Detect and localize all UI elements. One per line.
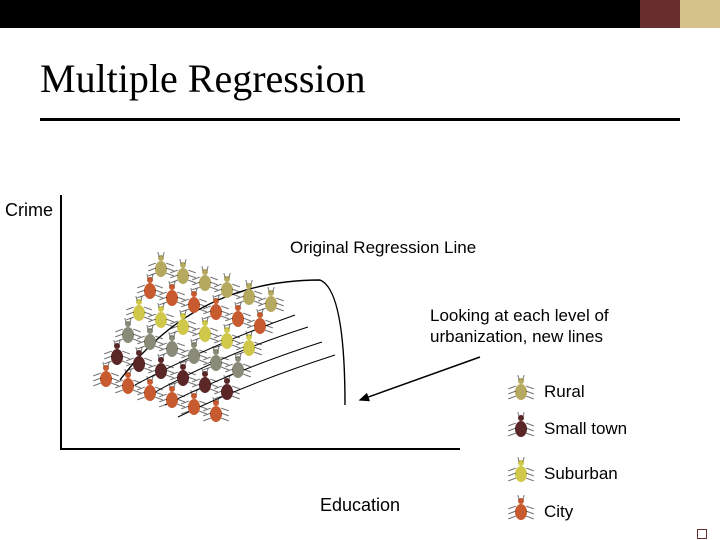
page-title: Multiple Regression [40, 55, 680, 102]
legend-bug-icon [510, 460, 532, 488]
legend-bug-icon [510, 415, 532, 443]
y-axis-label: Crime [5, 200, 53, 221]
legend-bug-icon [510, 498, 532, 526]
legend-label: City [544, 502, 573, 522]
title-underline [40, 118, 680, 121]
legend-item: Suburban [510, 460, 618, 488]
top-bar-accent-a [640, 0, 680, 28]
top-bar [0, 0, 720, 28]
data-point-bug-icon [161, 386, 183, 414]
data-point-bug-icon [95, 365, 117, 393]
data-point-bug-icon [510, 415, 532, 443]
arrow-line [360, 357, 480, 400]
legend-item: City [510, 498, 573, 526]
top-bar-main [0, 0, 640, 28]
legend-item: Small town [510, 415, 627, 443]
data-point-bug-icon [510, 460, 532, 488]
data-point-bug-icon [510, 378, 532, 406]
title-row: Multiple Regression [40, 55, 680, 102]
data-point-bug-icon [139, 379, 161, 407]
data-point-bug-icon [510, 498, 532, 526]
legend-item: Rural [510, 378, 585, 406]
data-point-bug-icon [183, 393, 205, 421]
data-point-bug-icon [205, 400, 227, 428]
legend-bug-icon [510, 378, 532, 406]
annotation-levels-text: Looking at each level of urbanization, n… [430, 306, 609, 346]
annotation-original: Original Regression Line [290, 237, 476, 258]
x-axis-label: Education [320, 495, 400, 516]
legend-label: Small town [544, 419, 627, 439]
data-point-bug-icon [117, 372, 139, 400]
corner-square-icon [697, 529, 707, 539]
annotation-original-text: Original Regression Line [290, 238, 476, 257]
annotation-levels: Looking at each level of urbanization, n… [430, 305, 660, 348]
top-bar-accent-b [680, 0, 720, 28]
legend-label: Suburban [544, 464, 618, 484]
legend-label: Rural [544, 382, 585, 402]
plot-area [60, 195, 460, 450]
